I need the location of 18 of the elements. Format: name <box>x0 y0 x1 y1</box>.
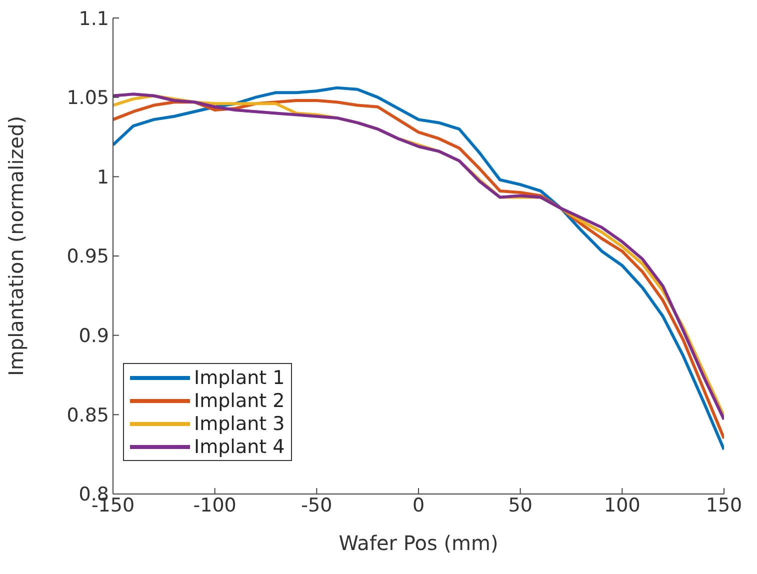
x-tick-label: 150 <box>706 494 742 516</box>
x-tick-label: 50 <box>508 494 532 516</box>
y-tick-label: 0.9 <box>78 325 109 348</box>
legend-label: Implant 4 <box>194 436 285 458</box>
y-tick-label: 1.05 <box>66 87 109 110</box>
x-tick-label: 0 <box>412 494 425 516</box>
y-tick-label: 1 <box>96 166 109 188</box>
y-tick-label: 0.85 <box>66 404 109 426</box>
y-tick-label: 1.1 <box>78 8 109 30</box>
y-axis-title: Implantation (normalized) <box>4 116 28 376</box>
legend-label: Implant 3 <box>194 412 285 434</box>
x-tick-label: 100 <box>604 494 640 516</box>
x-axis-title: Wafer Pos (mm) <box>338 531 498 555</box>
legend-label: Implant 2 <box>194 390 285 412</box>
x-tick-label: -100 <box>193 494 236 516</box>
x-tick-label: -50 <box>301 494 332 516</box>
y-tick-label: 0.95 <box>66 246 109 268</box>
legend-label: Implant 1 <box>194 366 285 388</box>
